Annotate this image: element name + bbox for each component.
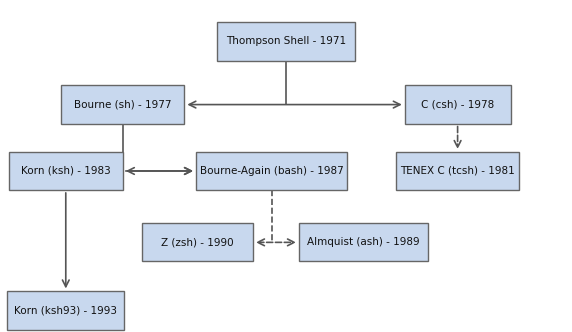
Text: Thompson Shell - 1971: Thompson Shell - 1971 [226, 37, 346, 46]
FancyBboxPatch shape [217, 23, 355, 60]
FancyBboxPatch shape [299, 223, 427, 262]
FancyBboxPatch shape [7, 291, 125, 329]
Text: Korn (ksh) - 1983: Korn (ksh) - 1983 [21, 166, 110, 176]
Text: Almquist (ash) - 1989: Almquist (ash) - 1989 [307, 237, 419, 247]
Text: Bourne (sh) - 1977: Bourne (sh) - 1977 [74, 100, 172, 110]
Text: Z (zsh) - 1990: Z (zsh) - 1990 [161, 237, 233, 247]
Text: Korn (ksh93) - 1993: Korn (ksh93) - 1993 [14, 305, 117, 315]
Text: TENEX C (tcsh) - 1981: TENEX C (tcsh) - 1981 [400, 166, 515, 176]
Text: C (csh) - 1978: C (csh) - 1978 [421, 100, 494, 110]
FancyBboxPatch shape [196, 152, 347, 190]
FancyBboxPatch shape [405, 85, 511, 124]
FancyBboxPatch shape [62, 85, 184, 124]
FancyBboxPatch shape [142, 223, 253, 262]
FancyBboxPatch shape [9, 152, 123, 190]
FancyBboxPatch shape [396, 152, 519, 190]
Text: Bourne-Again (bash) - 1987: Bourne-Again (bash) - 1987 [200, 166, 344, 176]
